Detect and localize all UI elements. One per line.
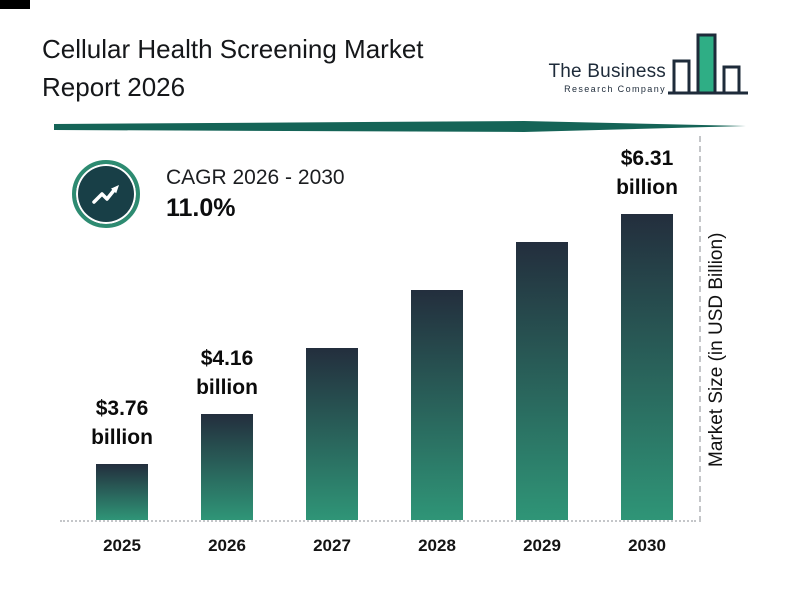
bar-2026 xyxy=(201,414,253,520)
data-label-2030: $6.31 billion xyxy=(585,144,709,202)
bar-chart: 2025 $3.76 billion 2026 $4.16 billion 2027 2028… xyxy=(60,140,704,555)
data-label-unit: billion xyxy=(91,426,153,449)
cagr-text: CAGR 2026 - 2030 11.0% xyxy=(166,166,345,223)
data-label-amount: $4.16 xyxy=(200,347,254,370)
x-tick-2027: 2027 xyxy=(313,536,351,555)
x-tick-2026: 2026 xyxy=(208,536,246,555)
page-title-line2: Report 2026 xyxy=(42,72,186,102)
x-tick-2025: 2025 xyxy=(103,536,141,555)
company-logo-name: The Business xyxy=(548,61,666,82)
data-label-unit: billion xyxy=(616,176,678,199)
x-tick-2028: 2028 xyxy=(418,536,456,555)
cagr-badge: CAGR 2026 - 2030 11.0% xyxy=(72,160,345,228)
bar-2027 xyxy=(306,348,358,520)
divider-ribbon xyxy=(54,121,746,132)
data-label-amount: $3.76 xyxy=(95,397,149,420)
chart-baseline xyxy=(60,520,696,522)
cagr-label: CAGR 2026 - 2030 xyxy=(166,165,345,189)
data-label-amount: $6.31 xyxy=(620,147,674,170)
top-left-crop-mark xyxy=(0,0,30,9)
trend-up-icon xyxy=(72,160,140,228)
y-axis-label: Market Size (in USD Billion) xyxy=(706,232,727,468)
bar-2029 xyxy=(516,242,568,520)
logo-bars-icon xyxy=(668,33,748,95)
page-title-line1: Cellular Health Screening Market xyxy=(42,34,424,64)
chart-right-dashed-line xyxy=(699,136,701,522)
x-tick-2029: 2029 xyxy=(523,536,561,555)
data-label-2025: $3.76 billion xyxy=(60,394,184,452)
bar-2030 xyxy=(621,214,673,520)
x-tick-2030: 2030 xyxy=(628,536,666,555)
company-logo: The Business Research Company xyxy=(548,28,750,110)
bar-2025 xyxy=(96,464,148,520)
data-label-2026: $4.16 billion xyxy=(165,344,289,402)
cagr-value: 11.0% xyxy=(166,193,236,222)
company-logo-subtitle: Research Company xyxy=(564,84,666,94)
company-logo-text: The Business Research Company xyxy=(548,61,666,110)
bar-2028 xyxy=(411,290,463,520)
page-title: Cellular Health Screening Market Report … xyxy=(42,30,424,106)
bars-container: 2025 $3.76 billion 2026 $4.16 billion 2027 2028… xyxy=(60,140,704,555)
data-label-unit: billion xyxy=(196,376,258,399)
